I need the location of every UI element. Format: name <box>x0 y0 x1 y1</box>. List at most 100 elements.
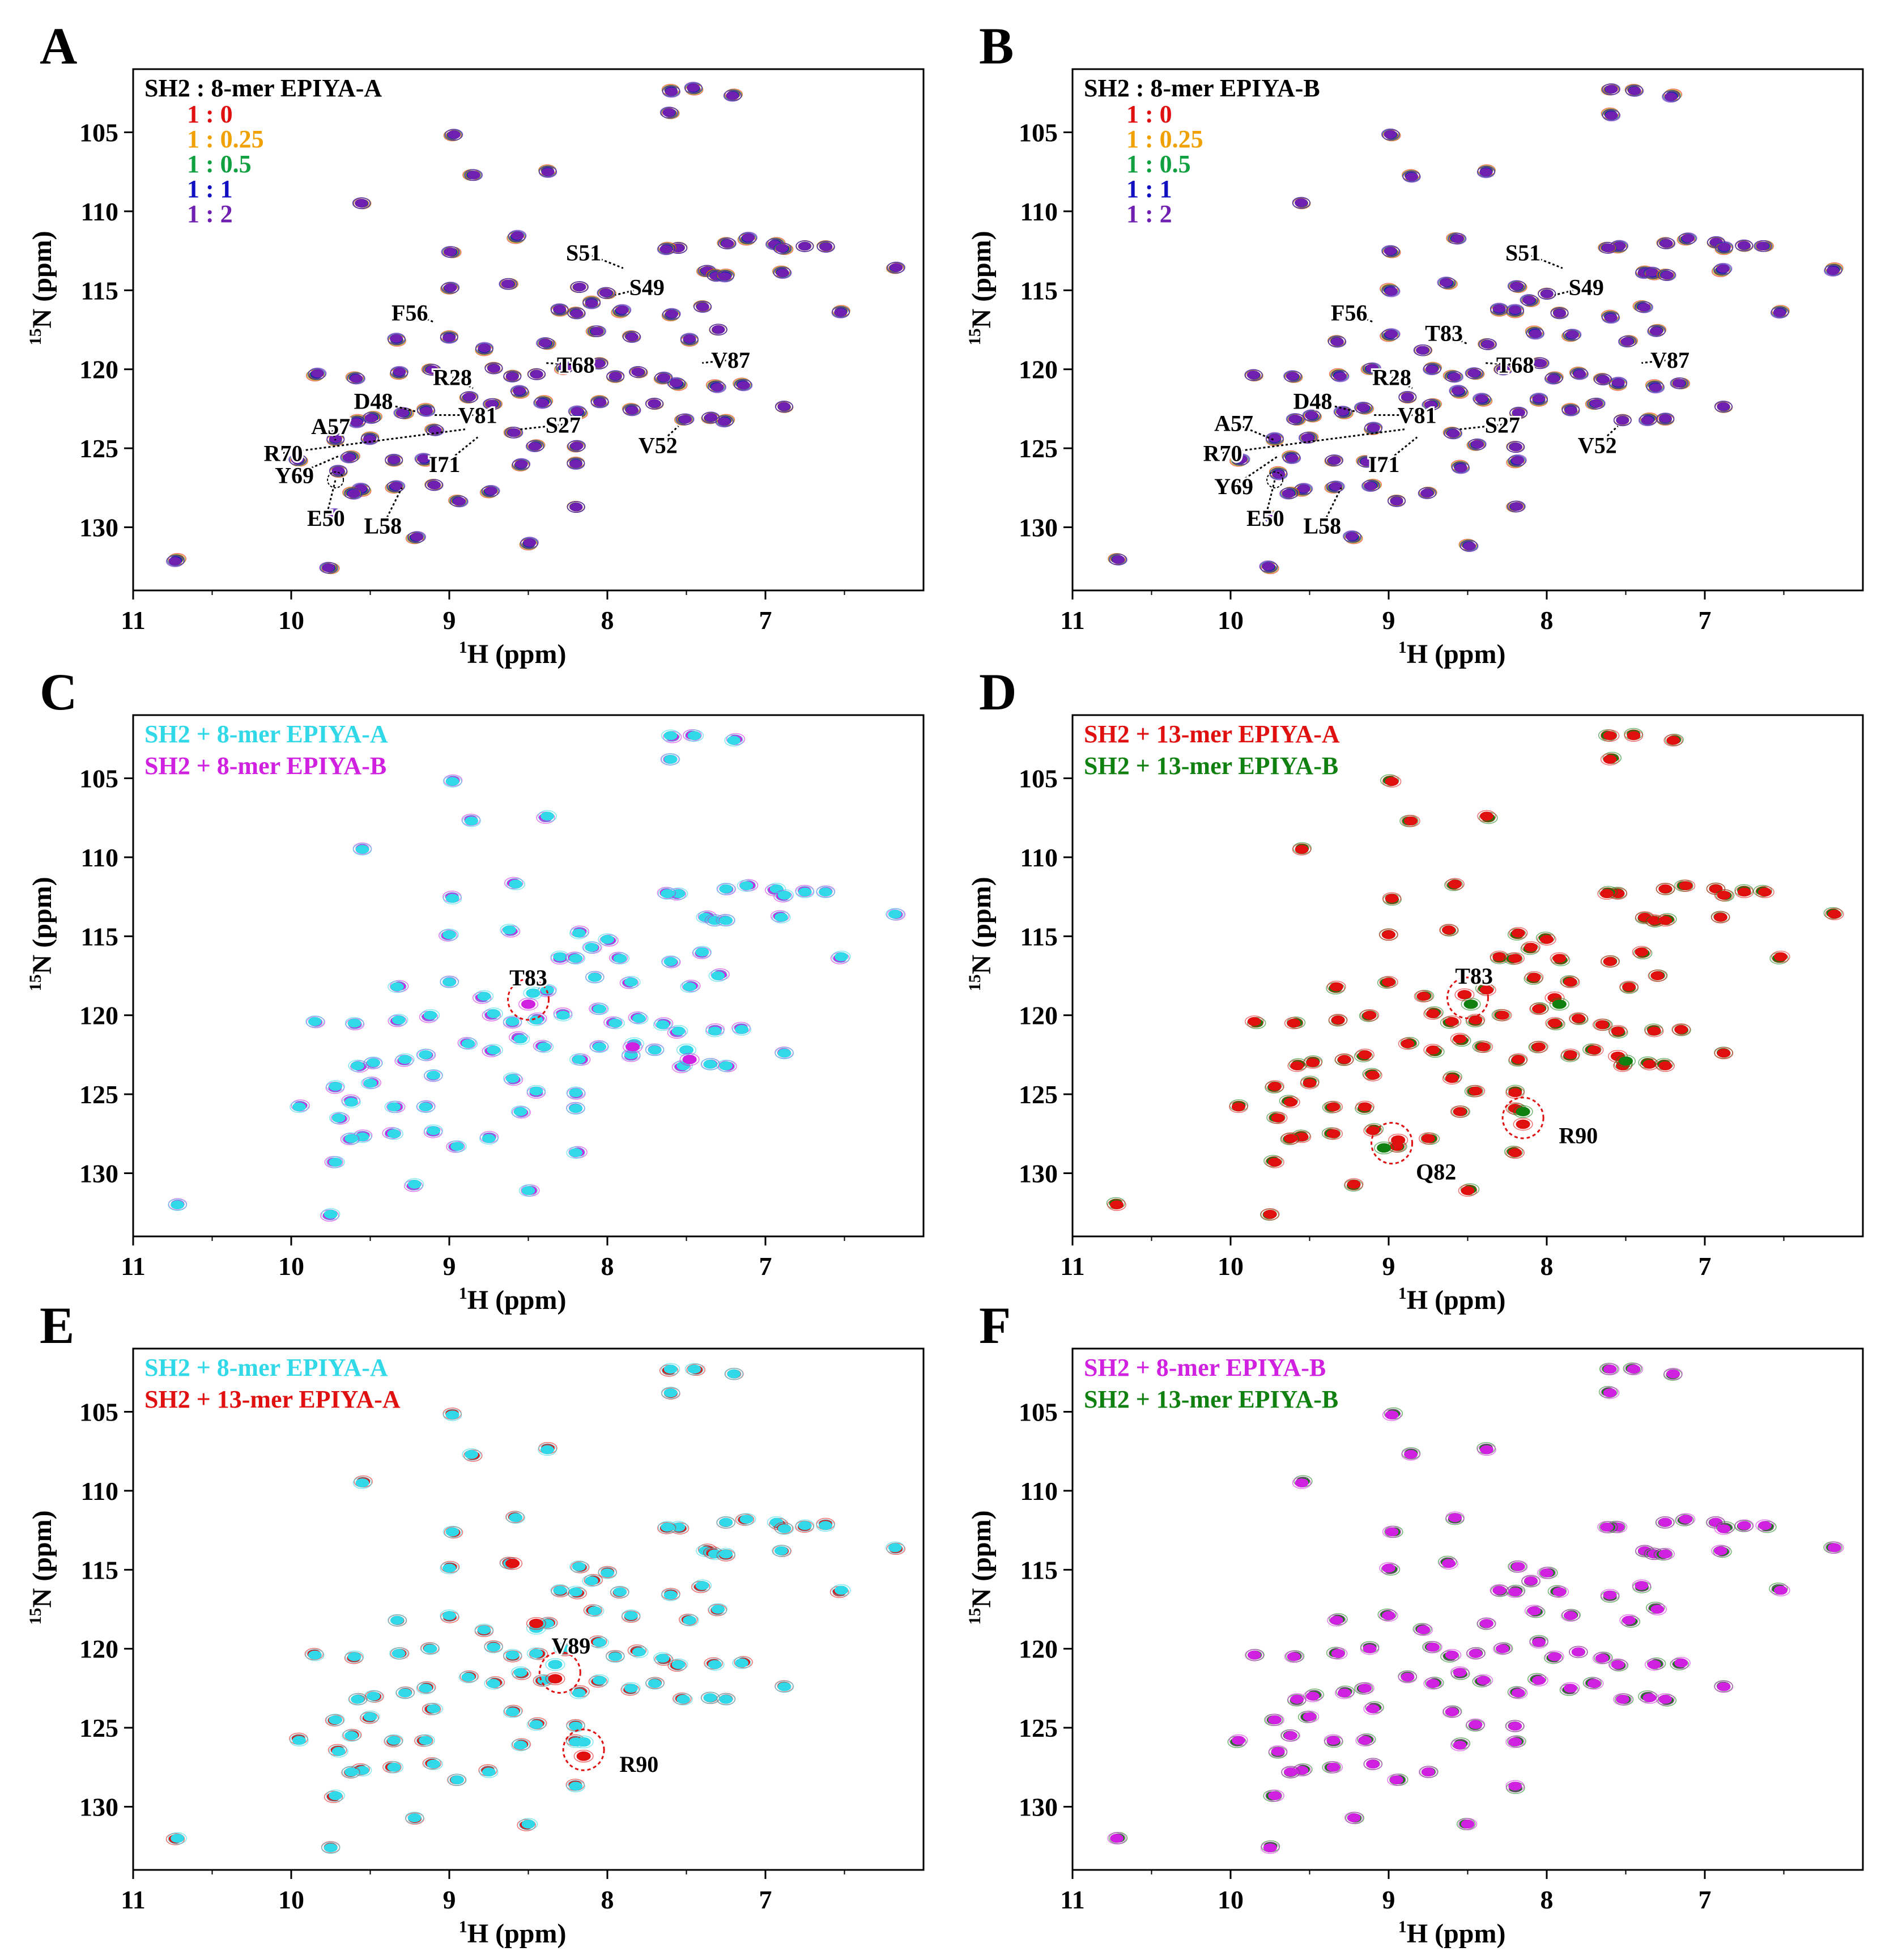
peak <box>467 171 480 180</box>
peak-contour <box>1388 1133 1408 1147</box>
peak <box>1547 374 1560 384</box>
peak <box>1512 408 1525 417</box>
x-tick-label: 7 <box>759 606 772 635</box>
peak <box>1268 1791 1282 1800</box>
peak <box>576 1751 591 1761</box>
x-tick-label: 10 <box>1218 1885 1244 1914</box>
peak <box>327 509 341 518</box>
peak <box>1284 1767 1298 1777</box>
peak <box>1508 1782 1522 1791</box>
x-tick-label: 10 <box>1218 1252 1244 1281</box>
annotation-leader <box>293 455 339 476</box>
peak-contour <box>533 397 552 409</box>
peak <box>529 1649 543 1659</box>
y-label-main: N (ppm) <box>27 231 57 328</box>
peak-contour <box>1382 286 1401 297</box>
peak-contour <box>1450 1106 1470 1118</box>
peak-contour <box>442 775 462 788</box>
peak-contour <box>405 1178 424 1191</box>
annotation-leader <box>1222 428 1405 454</box>
peak-contour <box>662 308 681 320</box>
peak-contour <box>1665 733 1684 746</box>
peak <box>572 1688 586 1698</box>
peak <box>569 1148 583 1158</box>
peak <box>588 1606 602 1615</box>
peak <box>329 1715 343 1725</box>
peak-contour <box>661 1387 680 1399</box>
peak <box>390 1615 404 1625</box>
peak <box>704 413 718 422</box>
peak-contour <box>1656 882 1675 895</box>
peak-contour <box>1473 393 1491 405</box>
y-tick-label: 105 <box>1019 118 1058 147</box>
peak <box>669 379 683 388</box>
peak-contour <box>1714 401 1733 413</box>
peak <box>407 1813 422 1822</box>
peak-contour <box>440 976 459 988</box>
legend-entry: 1 : 0 <box>1126 100 1172 128</box>
peak <box>1445 1650 1459 1660</box>
x-tick-label: 10 <box>278 1885 304 1914</box>
peak <box>777 1682 791 1691</box>
y-label-sup: 15 <box>26 328 45 345</box>
peak <box>1471 440 1484 449</box>
y-tick-label: 110 <box>81 197 118 226</box>
peak-contour <box>723 90 742 102</box>
highlight-circle <box>1501 1096 1544 1140</box>
peak-contour <box>1458 1184 1478 1197</box>
peak <box>1268 433 1282 443</box>
peak <box>487 1009 501 1018</box>
peak <box>1479 1445 1493 1455</box>
peak <box>1287 1018 1301 1028</box>
peak <box>624 977 638 987</box>
residue-label: I71 <box>1368 452 1400 477</box>
x-tick-label: 8 <box>1540 606 1554 635</box>
x-tick-label: 11 <box>121 606 145 635</box>
panel-title: SH2 : 8-mer EPIYA-B <box>1084 74 1320 102</box>
peak <box>1758 887 1772 897</box>
legend-entry: 1 : 0 <box>187 100 233 128</box>
peak <box>505 1017 520 1026</box>
peak-contour <box>512 1106 531 1119</box>
peak <box>1469 1649 1483 1659</box>
highlight-circle <box>1446 976 1489 1019</box>
x-tick-label: 8 <box>601 1885 614 1914</box>
peak <box>613 954 627 963</box>
peak <box>363 1078 377 1088</box>
peak-contour <box>482 1045 501 1057</box>
peak-contour <box>1232 453 1250 465</box>
peak <box>1401 1039 1415 1048</box>
peak <box>419 406 433 416</box>
peak-contour <box>567 501 585 513</box>
peak <box>1453 1740 1467 1750</box>
peak-contour <box>682 980 701 992</box>
peak <box>1112 555 1125 564</box>
x-axis-label: 1H (ppm) <box>1398 638 1506 669</box>
peak <box>171 1200 185 1210</box>
y-tick-label: 120 <box>1019 1001 1058 1030</box>
x-tick-label: 9 <box>1382 1885 1395 1914</box>
peak <box>632 1014 646 1023</box>
peak-contour <box>628 1011 647 1024</box>
peak-contour <box>1608 1024 1628 1038</box>
peak <box>393 367 406 376</box>
y-axis-label: 15N (ppm) <box>965 231 997 345</box>
peak <box>1247 1017 1261 1026</box>
peak-contour <box>1600 955 1620 968</box>
peak-contour <box>1656 413 1675 424</box>
peak <box>665 309 679 318</box>
peak <box>1658 414 1672 423</box>
legend-entry: 1 : 2 <box>1126 200 1172 228</box>
peak <box>687 83 700 92</box>
peak <box>1737 241 1751 250</box>
peak <box>1382 1611 1395 1621</box>
peak <box>1366 1070 1380 1080</box>
peak <box>569 1721 583 1731</box>
peak-contour <box>569 1053 589 1066</box>
legend-entry: 1 : 0.25 <box>1126 125 1203 153</box>
peak <box>461 1672 475 1682</box>
peak <box>593 1042 607 1052</box>
peak <box>1737 887 1751 897</box>
peak <box>590 326 604 336</box>
y-tick-label: 110 <box>1020 843 1058 872</box>
